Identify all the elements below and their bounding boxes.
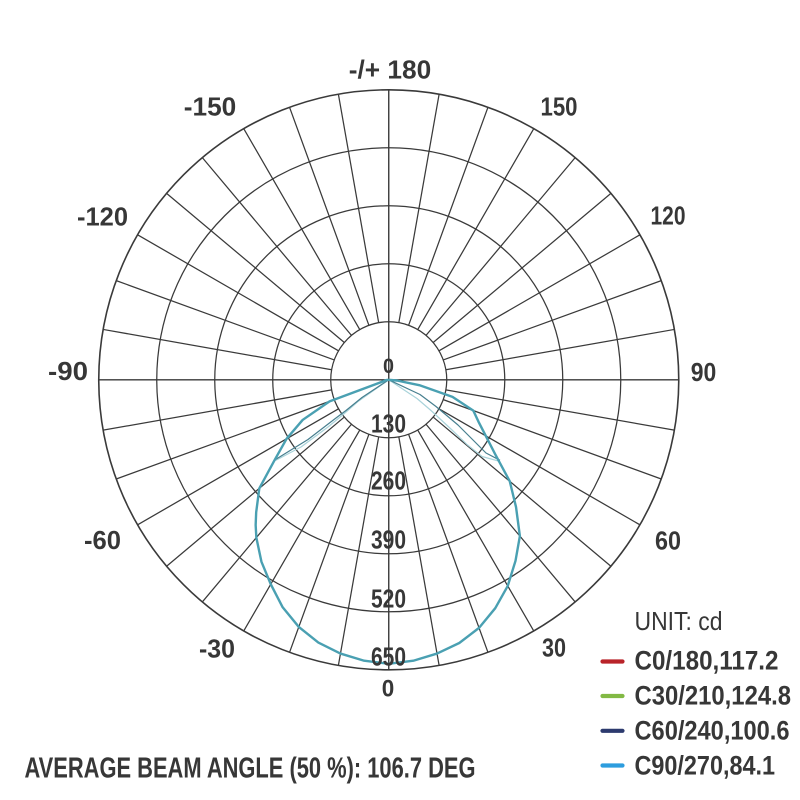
svg-text:C30/210,124.8: C30/210,124.8 bbox=[635, 681, 792, 711]
svg-text:90: 90 bbox=[691, 357, 717, 387]
svg-text:30: 30 bbox=[542, 633, 566, 663]
svg-text:C90/270,84.1: C90/270,84.1 bbox=[635, 751, 776, 781]
svg-text:-90: -90 bbox=[48, 356, 88, 386]
svg-text:-120: -120 bbox=[77, 202, 128, 232]
svg-text:-60: -60 bbox=[84, 525, 121, 555]
svg-text:0: 0 bbox=[382, 676, 395, 703]
svg-text:AVERAGE BEAM ANGLE (50 %): 106: AVERAGE BEAM ANGLE (50 %): 106.7 DEG bbox=[25, 753, 476, 785]
svg-text:260: 260 bbox=[371, 466, 406, 496]
svg-text:60: 60 bbox=[655, 526, 681, 556]
svg-text:-150: -150 bbox=[184, 92, 237, 122]
svg-text:C0/180,117.2: C0/180,117.2 bbox=[635, 646, 779, 676]
svg-text:UNIT: cd: UNIT: cd bbox=[635, 606, 723, 636]
svg-text:150: 150 bbox=[541, 92, 578, 122]
svg-text:130: 130 bbox=[371, 409, 406, 439]
svg-text:0: 0 bbox=[383, 354, 394, 378]
svg-text:-30: -30 bbox=[199, 634, 235, 664]
svg-text:650: 650 bbox=[371, 642, 406, 672]
svg-text:C60/240,100.6: C60/240,100.6 bbox=[635, 716, 790, 746]
svg-text:120: 120 bbox=[651, 201, 686, 231]
svg-text:390: 390 bbox=[371, 525, 406, 555]
svg-text:520: 520 bbox=[371, 584, 406, 614]
svg-text:-/+ 180: -/+ 180 bbox=[349, 55, 432, 85]
